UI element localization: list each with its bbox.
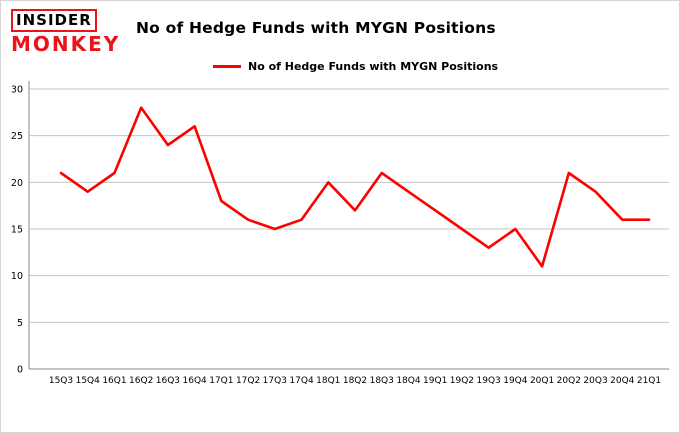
svg-text:20Q4: 20Q4 <box>610 376 635 386</box>
svg-text:15: 15 <box>11 225 23 236</box>
svg-text:17Q2: 17Q2 <box>236 376 260 386</box>
x-axis-labels: 15Q3 15Q4 16Q1 16Q2 16Q3 16Q4 17Q1 17Q2 17Q3 17Q4… <box>49 376 661 386</box>
svg-text:18Q2: 18Q2 <box>343 376 367 386</box>
legend: No of Hedge Funds with MYGN Positions <box>213 59 498 73</box>
svg-text:21Q1: 21Q1 <box>637 376 661 386</box>
svg-text:16Q4: 16Q4 <box>183 376 208 386</box>
svg-text:15Q3: 15Q3 <box>49 376 73 386</box>
svg-text:5: 5 <box>17 318 23 329</box>
svg-text:18Q1: 18Q1 <box>316 376 340 386</box>
svg-text:20: 20 <box>11 178 23 189</box>
svg-text:17Q3: 17Q3 <box>263 376 287 386</box>
legend-line-swatch <box>213 64 241 68</box>
logo-monkey-text: MONKEY <box>11 32 121 56</box>
svg-text:0: 0 <box>17 365 23 376</box>
chart-title: No of Hedge Funds with MYGN Positions <box>136 19 496 37</box>
svg-text:10: 10 <box>11 271 23 282</box>
svg-text:16Q3: 16Q3 <box>156 376 180 386</box>
svg-text:18Q3: 18Q3 <box>370 376 394 386</box>
legend-label: No of Hedge Funds with MYGN Positions <box>248 59 499 73</box>
insider-monkey-logo: INSIDER MONKEY <box>11 9 120 54</box>
gridlines <box>29 88 669 323</box>
y-axis-labels: 0 5 10 15 20 25 30 <box>11 85 23 376</box>
svg-text:25: 25 <box>11 131 23 142</box>
svg-text:16Q1: 16Q1 <box>102 376 126 386</box>
svg-text:20Q1: 20Q1 <box>530 376 554 386</box>
svg-text:17Q1: 17Q1 <box>209 376 233 386</box>
svg-text:19Q4: 19Q4 <box>503 376 528 386</box>
series-line <box>59 106 651 268</box>
svg-text:30: 30 <box>11 85 23 96</box>
svg-text:17Q4: 17Q4 <box>289 376 314 386</box>
svg-text:19Q1: 19Q1 <box>423 376 447 386</box>
logo-insider-text: INSIDER <box>11 9 97 32</box>
svg-text:20Q3: 20Q3 <box>583 376 607 386</box>
svg-text:19Q3: 19Q3 <box>477 376 501 386</box>
svg-text:20Q2: 20Q2 <box>557 376 581 386</box>
svg-text:15Q4: 15Q4 <box>76 376 101 386</box>
svg-text:18Q4: 18Q4 <box>396 376 421 386</box>
svg-text:16Q2: 16Q2 <box>129 376 153 386</box>
svg-text:19Q2: 19Q2 <box>450 376 474 386</box>
